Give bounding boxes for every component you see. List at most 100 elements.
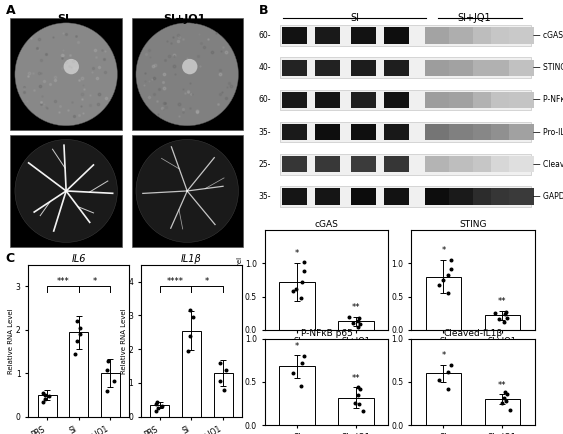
Bar [282,156,307,172]
Point [75,324,84,331]
Bar [280,25,530,46]
Bar [383,124,409,140]
Bar [383,59,409,76]
Point [75,331,84,338]
Circle shape [15,23,117,126]
Point [491,310,500,317]
Bar [383,188,409,204]
Title: Cleaved-IL1β: Cleaved-IL1β [443,329,503,338]
Bar [132,18,243,130]
Point [356,320,365,327]
Text: C: C [6,252,15,265]
Point [297,359,306,366]
Point [40,391,49,398]
Point [109,378,118,385]
Point [300,259,309,266]
Point [443,385,452,392]
Bar [473,92,498,108]
Point [185,307,194,314]
Point [297,294,306,301]
Bar [449,59,475,76]
Text: *: * [441,351,445,360]
Bar [282,92,307,108]
Point [154,404,163,411]
Bar [315,156,340,172]
Point [73,337,82,344]
Bar [280,186,530,207]
Bar [485,399,520,425]
Text: 35-: 35- [258,128,271,137]
Text: 60-: 60- [258,95,271,105]
Bar [485,315,520,330]
Text: *: * [295,249,299,258]
Text: SI+JQ1: SI+JQ1 [457,13,490,23]
Text: 60-: 60- [258,31,271,40]
Bar [315,59,340,76]
Bar [425,92,451,108]
Bar [280,154,530,174]
Point [157,402,166,409]
Text: — GAPDH: — GAPDH [534,192,563,201]
Point [359,408,368,415]
Circle shape [15,140,117,242]
Point [502,391,511,398]
Point [151,407,160,414]
Title: cGAS: cGAS [315,220,338,229]
Point [355,401,364,408]
Bar [282,188,307,204]
Point [345,313,354,320]
Point [297,383,306,390]
Circle shape [136,23,238,126]
Title: IL1β: IL1β [181,254,202,264]
Bar [491,59,516,76]
Bar [351,124,376,140]
Bar [315,92,340,108]
Text: *: * [205,277,209,286]
Point [297,279,306,286]
Point [444,368,453,375]
Text: SI: SI [350,13,359,23]
Bar [509,124,534,140]
Point [444,272,453,279]
Bar [449,92,475,108]
Bar [279,282,315,330]
Bar [351,156,376,172]
Point [153,399,162,406]
Y-axis label: Relative RNA Level: Relative RNA Level [8,308,14,374]
Bar [449,188,475,204]
Point [443,290,452,297]
Circle shape [182,59,198,74]
Title: P-NFκB p65: P-NFκB p65 [301,329,352,338]
Point [102,388,111,395]
Text: **: ** [352,374,360,383]
Bar [426,373,461,425]
Bar [491,188,516,204]
Bar [315,188,340,204]
Point [501,398,510,404]
Bar [473,27,498,44]
Text: *: * [441,246,445,255]
Point [222,367,231,374]
Bar [11,18,122,130]
Bar [315,124,340,140]
Bar [351,92,376,108]
Text: **: ** [498,296,507,306]
Title: STING: STING [459,220,486,229]
Text: 40-: 40- [258,63,271,72]
Point [351,399,360,406]
Bar [150,405,169,417]
Bar [449,156,475,172]
Text: *: * [295,342,299,351]
Point [505,406,514,413]
Point [39,390,48,397]
Text: 25-: 25- [258,160,271,168]
Point [502,314,511,321]
Point [215,378,224,385]
Point [355,314,364,321]
Point [70,350,79,357]
Bar [425,124,451,140]
Bar [509,156,534,172]
Text: ***: *** [57,277,69,286]
Bar [11,135,122,247]
Bar [509,188,534,204]
